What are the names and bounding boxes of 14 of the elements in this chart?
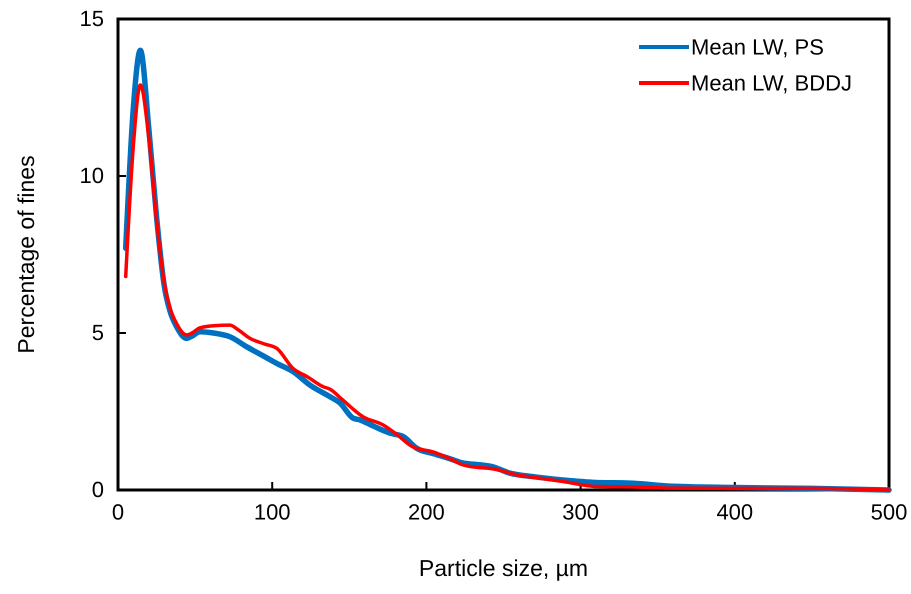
x-tick-label: 100 xyxy=(254,500,291,525)
legend-label: Mean LW, BDDJ xyxy=(691,70,852,96)
legend-label: Mean LW, PS xyxy=(691,34,824,60)
x-tick-label: 500 xyxy=(870,500,908,525)
x-tick-label: 300 xyxy=(562,500,599,525)
x-tick-label: 400 xyxy=(716,500,754,525)
y-tick-label: 0 xyxy=(92,477,104,502)
y-tick-label: 5 xyxy=(92,320,104,346)
x-axis-title: Particle size, µm xyxy=(418,555,588,581)
y-tick-label: 15 xyxy=(80,6,104,32)
x-tick-label: 200 xyxy=(408,500,445,525)
y-axis-title: Percentage of fines xyxy=(13,155,39,354)
y-tick-label: 10 xyxy=(80,163,104,188)
x-tick-label: 0 xyxy=(112,500,124,525)
